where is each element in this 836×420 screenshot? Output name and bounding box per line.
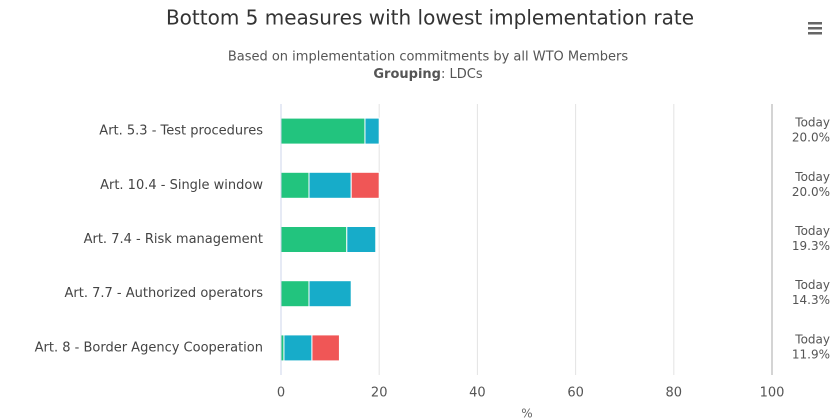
total-label: 20.0%	[792, 131, 830, 145]
total-label: 11.9%	[792, 347, 830, 361]
total-header: Today	[794, 332, 830, 346]
x-tick-label: 100	[760, 386, 785, 401]
bar-segment	[311, 334, 340, 362]
bar-segment	[280, 226, 348, 253]
bar-segment	[280, 280, 310, 308]
x-tick-label: 80	[666, 386, 683, 401]
chart-subtitle-grouping: Grouping: LDCs	[373, 67, 482, 82]
y-tick-label: Art. 10.4 - Single window	[100, 178, 263, 193]
y-tick-label: Art. 7.7 - Authorized operators	[65, 286, 264, 301]
x-tick-label: 40	[469, 386, 486, 401]
total-label: 20.0%	[792, 185, 830, 199]
chart-title: Bottom 5 measures with lowest implementa…	[166, 6, 694, 30]
bar-segment	[308, 280, 352, 308]
menu-bar	[808, 32, 822, 35]
total-label: 14.3%	[792, 293, 830, 307]
bar-segment	[280, 171, 310, 199]
y-tick-label: Art. 8 - Border Agency Cooperation	[35, 340, 263, 355]
bar-segment	[346, 226, 377, 253]
total-header: Today	[794, 224, 830, 238]
y-tick-label: Art. 5.3 - Test procedures	[99, 124, 263, 139]
bar-segment	[364, 117, 380, 145]
total-header: Today	[794, 278, 830, 292]
bar-segment	[350, 171, 380, 199]
bar-segment	[280, 117, 366, 145]
total-header: Today	[794, 116, 830, 130]
chart-subtitle: Based on implementation commitments by a…	[228, 50, 629, 65]
y-tick-label: Art. 7.4 - Risk management	[84, 232, 263, 247]
grouping-label: Grouping	[373, 67, 441, 82]
menu-bar	[808, 27, 822, 30]
x-tick-label: 20	[371, 386, 388, 401]
menu-button[interactable]	[808, 22, 822, 35]
x-axis-label: %	[521, 407, 532, 420]
total-label: 19.3%	[792, 239, 830, 253]
bar-segment	[308, 171, 352, 199]
total-header: Today	[794, 170, 830, 184]
menu-bar	[808, 22, 822, 25]
grouping-value: : LDCs	[441, 67, 483, 82]
x-tick-label: 60	[567, 386, 584, 401]
bar-segment	[283, 334, 313, 362]
x-tick-label: 0	[277, 386, 285, 401]
